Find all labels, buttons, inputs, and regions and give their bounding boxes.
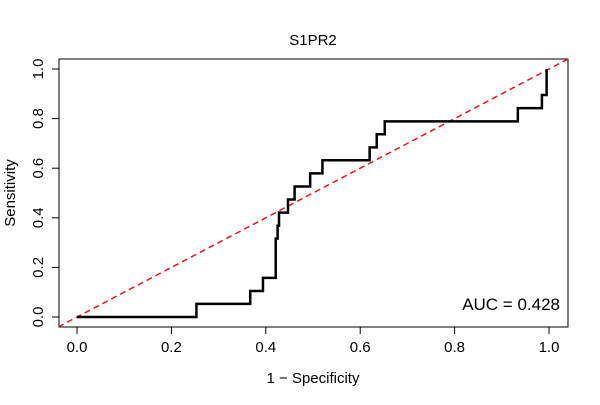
x-tick-label: 0.0 bbox=[67, 339, 88, 356]
x-tick-label: 0.4 bbox=[255, 339, 276, 356]
y-tick-label: 0.8 bbox=[30, 108, 47, 129]
y-tick-label: 0.0 bbox=[30, 307, 47, 328]
y-tick-label: 0.6 bbox=[30, 158, 47, 179]
x-tick-label: 0.8 bbox=[444, 339, 465, 356]
y-axis: 0.0 0.2 0.4 0.6 0.8 1.0 bbox=[30, 59, 60, 328]
y-tick-label: 0.2 bbox=[30, 257, 47, 278]
auc-annotation: AUC = 0.428 bbox=[462, 295, 560, 314]
y-axis-label: Sensitivity bbox=[2, 159, 19, 227]
y-tick-label: 0.4 bbox=[30, 207, 47, 228]
series-layer bbox=[59, 59, 568, 327]
x-tick-label: 0.6 bbox=[350, 339, 371, 356]
plot-frame bbox=[58, 58, 569, 328]
x-axis-label: 1 − Specificity bbox=[267, 370, 360, 387]
x-tick-label: 1.0 bbox=[539, 339, 560, 356]
roc-curve-line bbox=[77, 69, 548, 319]
x-tick-label: 0.2 bbox=[161, 339, 182, 356]
y-tick-label: 1.0 bbox=[30, 59, 47, 80]
x-axis: 0.0 0.2 0.4 0.6 0.8 1.0 bbox=[67, 326, 560, 356]
chart-title: S1PR2 bbox=[289, 32, 337, 49]
reference-diagonal-line bbox=[59, 59, 568, 327]
